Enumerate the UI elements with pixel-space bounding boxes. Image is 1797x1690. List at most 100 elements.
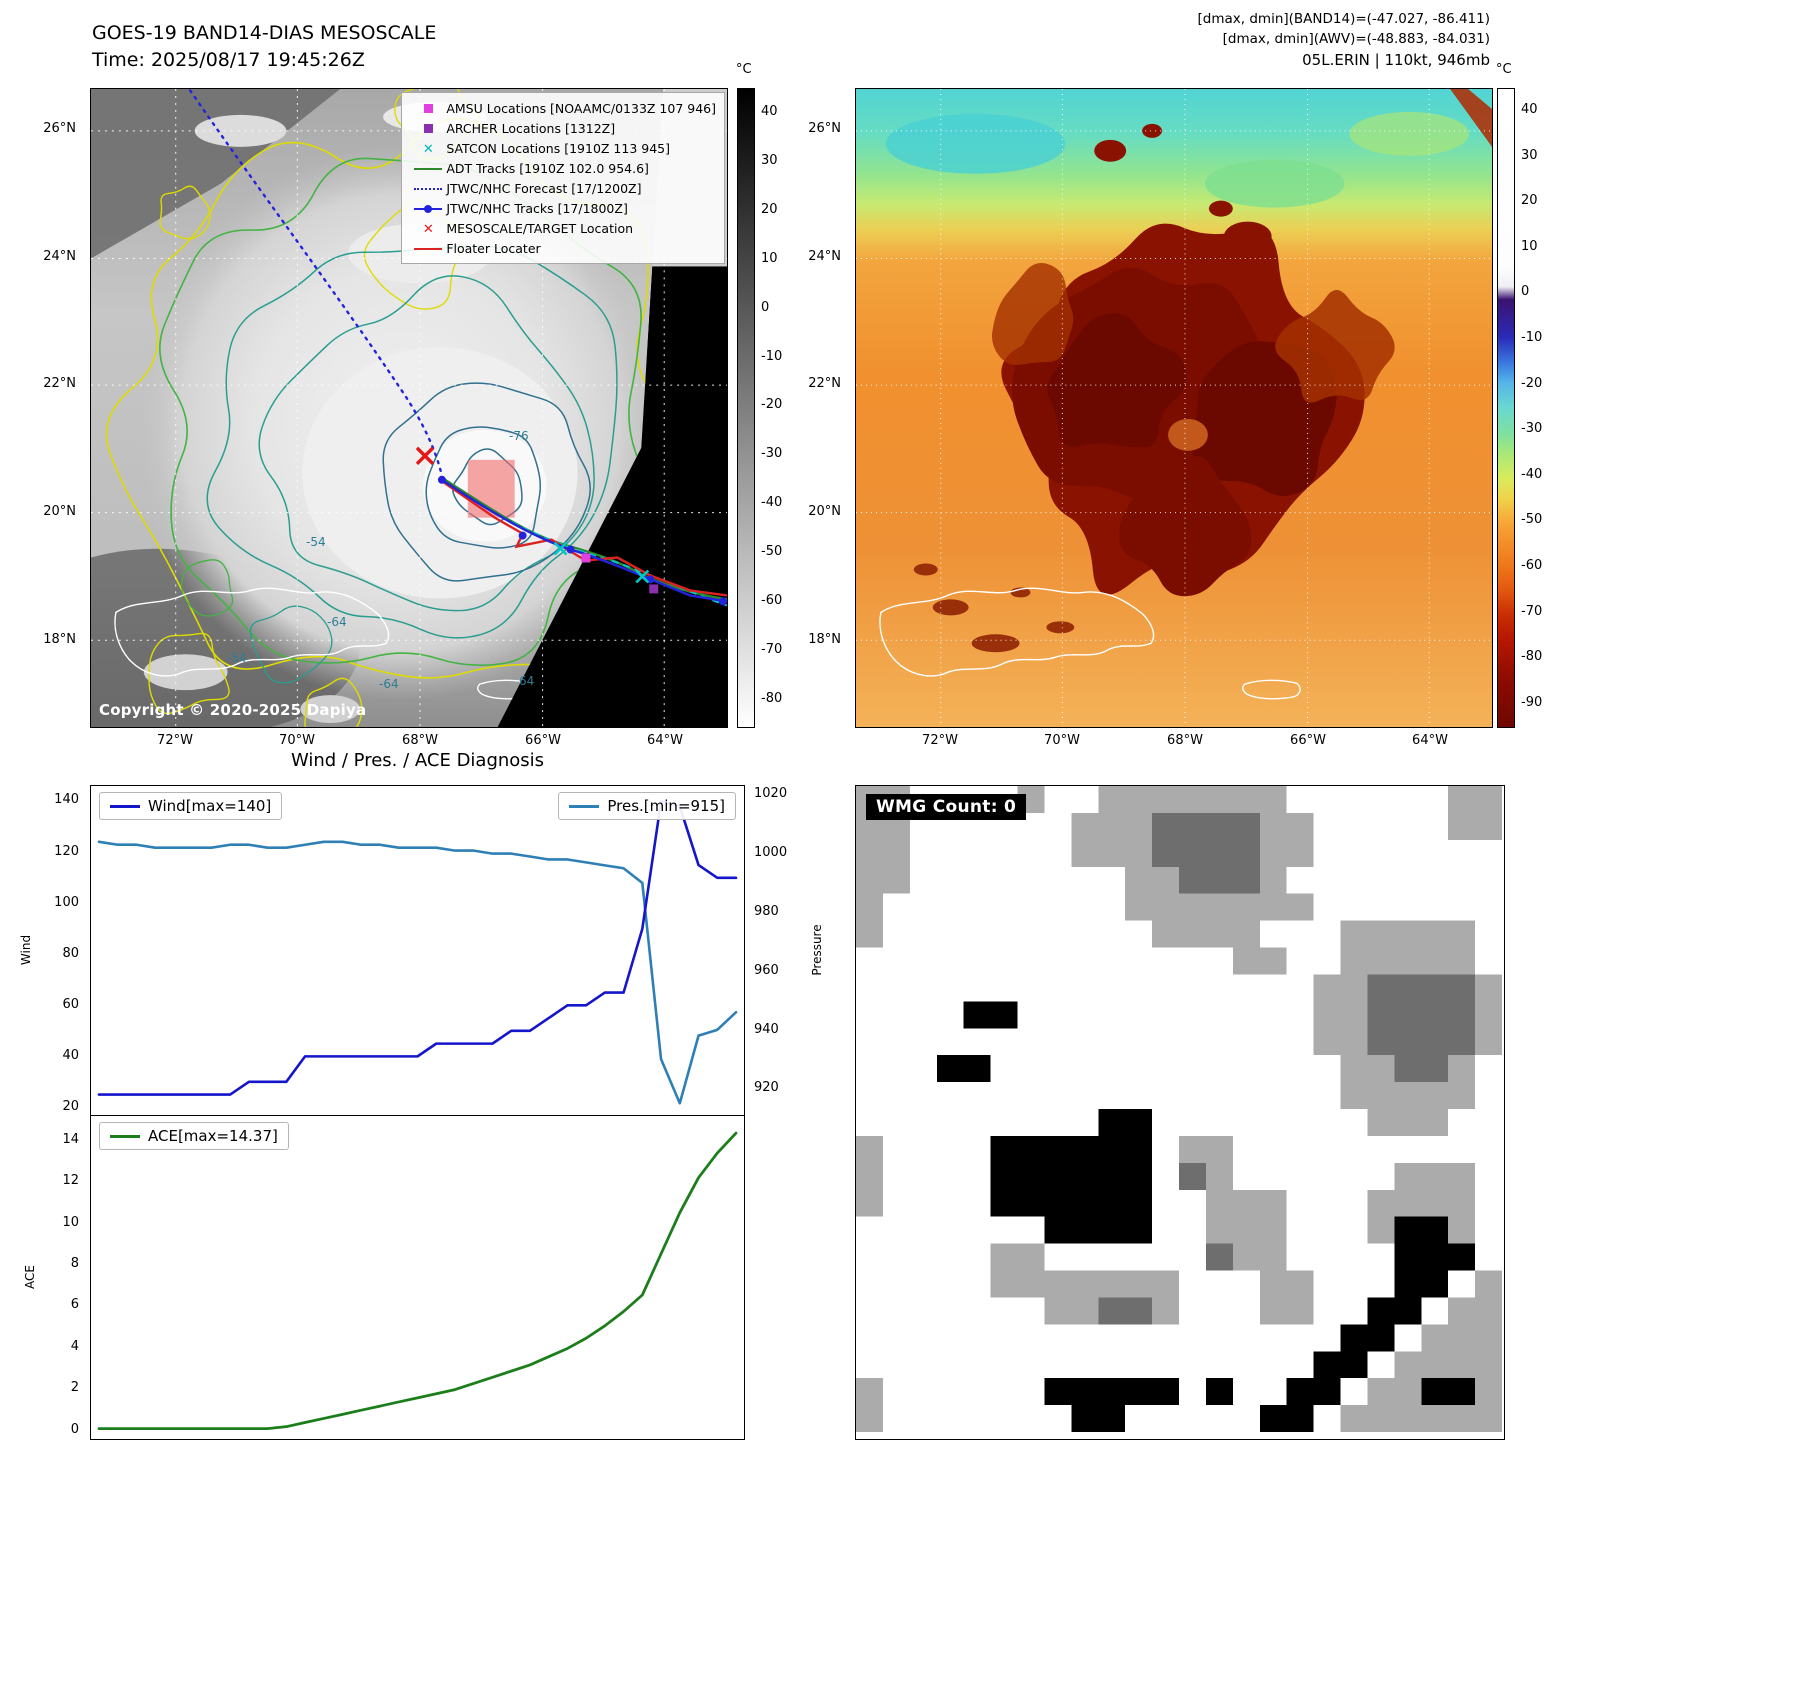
wind-pressure-chart: Wind[max=140] Pres.[min=915] xyxy=(90,785,745,1115)
legend-item: ARCHER Locations [1312Z] xyxy=(410,118,716,138)
colorbar-unit: °C xyxy=(736,62,752,77)
pressure-legend-label: Pres.[min=915] xyxy=(607,797,725,815)
colorbar-tick: -70 xyxy=(761,641,783,657)
axis-tick-label: 940 xyxy=(754,1021,779,1037)
colorbar-tick: 10 xyxy=(1521,238,1538,254)
timestamp: Time: 2025/08/17 19:45:26Z xyxy=(92,48,365,71)
colorbar-tick: 40 xyxy=(761,104,778,119)
color-ir-map xyxy=(855,88,1493,728)
ace-line-icon xyxy=(110,1134,140,1138)
contour-label: -64 xyxy=(327,615,347,629)
central-dense-overcast xyxy=(913,223,1395,653)
latitude-axis-left-map: 26°N 24°N 22°N 20°N 18°N xyxy=(28,88,82,728)
ace-axis-label: ACE xyxy=(23,1265,37,1289)
longitude-axis-right-map: 72°W 70°W 68°W 66°W 64°W xyxy=(855,733,1493,753)
ace-chart: ACE[max=14.37] xyxy=(90,1115,745,1440)
map-legend: AMSU Locations [NOAAMC/0133Z 107 946] ARC… xyxy=(401,92,725,264)
wmg-panel: WMG Count: 0 xyxy=(855,785,1505,1440)
colorbar-tick: 30 xyxy=(1521,147,1538,163)
latitude-tick-label: 22°N xyxy=(43,376,76,391)
archer-location-marker xyxy=(649,584,659,594)
color-ir-satellite-image xyxy=(856,89,1492,727)
ace-legend-label: ACE[max=14.37] xyxy=(148,1127,278,1145)
band14-grayscale-map: AMSU Locations [NOAAMC/0133Z 107 946] ARC… xyxy=(90,88,728,728)
colorbar-tick: -90 xyxy=(1521,694,1543,710)
wind-axis-ticks: 20 40 60 80 100 120 140 xyxy=(46,785,84,1115)
latitude-tick-label: 26°N xyxy=(43,121,76,136)
longitude-tick-label: 70°W xyxy=(279,733,315,748)
longitude-tick-label: 66°W xyxy=(525,733,561,748)
contour-label: -64 xyxy=(379,677,399,691)
dmax-dmin-band14: [dmax, dmin](BAND14)=(-47.027, -86.411) xyxy=(1197,11,1490,27)
axis-tick-label: 0 xyxy=(70,1421,79,1437)
x-marker-icon: ✕ xyxy=(422,222,434,237)
wmg-count-badge: WMG Count: 0 xyxy=(866,794,1027,820)
storm-info-header: [dmax, dmin](BAND14)=(-47.027, -86.411) … xyxy=(900,10,1490,72)
contour-label: -54 xyxy=(306,535,326,549)
cloud-field xyxy=(91,89,664,727)
colorbar-tick: -50 xyxy=(761,544,783,560)
colorbar-tick: -60 xyxy=(1521,558,1543,574)
line-marker-icon xyxy=(410,160,446,176)
legend-label: ARCHER Locations [1312Z] xyxy=(446,120,616,136)
pressure-line-icon xyxy=(569,804,600,808)
pressure-legend: Pres.[min=915] xyxy=(558,792,736,820)
colorbar-tick: -10 xyxy=(1521,330,1543,346)
longitude-tick-label: 66°W xyxy=(1290,733,1326,748)
diagnosis-title: Wind / Pres. / ACE Diagnosis xyxy=(290,750,545,771)
legend-item: AMSU Locations [NOAAMC/0133Z 107 946] xyxy=(410,98,716,118)
axis-tick-label: 2 xyxy=(70,1380,79,1396)
mesoscale-target-x-icon xyxy=(415,446,435,466)
colorbar-tick: 0 xyxy=(761,299,770,315)
line-dot-marker-icon xyxy=(410,200,446,216)
axis-tick-label: 920 xyxy=(754,1080,779,1096)
contour-label: 64 xyxy=(519,674,535,688)
grayscale-colorbar xyxy=(737,88,755,728)
colorbar-tick: -40 xyxy=(761,495,783,511)
colorbar-tick: -60 xyxy=(761,593,783,609)
line-marker-icon xyxy=(410,240,446,256)
gray-cloud-blocks xyxy=(856,786,1503,1433)
satcon-x-markers xyxy=(553,541,650,584)
ace-plot-area xyxy=(97,1131,738,1431)
legend-item: ADT Tracks [1910Z 102.0 954.6] xyxy=(410,158,716,178)
legend-item: ✕ SATCON Locations [1910Z 113 945] xyxy=(410,138,716,158)
amsu-location-marker xyxy=(581,553,591,563)
axis-tick-label: 960 xyxy=(754,962,779,978)
colorbar-tick: -80 xyxy=(761,690,783,706)
pressure-axis-ticks: 920 940 960 980 1000 1020 xyxy=(750,785,794,1115)
longitude-tick-label: 72°W xyxy=(922,733,958,748)
legend-item: JTWC/NHC Tracks [17/1800Z] xyxy=(410,198,716,218)
axis-tick-label: 120 xyxy=(54,843,79,859)
copyright-text: Copyright © 2020-2025 Dapiya xyxy=(99,701,367,719)
axis-tick-label: 140 xyxy=(54,792,79,808)
latitude-tick-label: 20°N xyxy=(808,504,841,519)
colorbar-tick: -20 xyxy=(1521,375,1543,391)
wind-pressure-plot-area xyxy=(97,799,738,1105)
legend-item: JTWC/NHC Forecast [17/1200Z] xyxy=(410,178,716,198)
dotted-marker-icon xyxy=(410,180,446,196)
color-ir-colorbar xyxy=(1497,88,1515,728)
longitude-tick-label: 64°W xyxy=(1412,733,1448,748)
axis-tick-label: 980 xyxy=(754,903,779,919)
wind-legend-label: Wind[max=140] xyxy=(148,797,272,815)
wmg-classification-image xyxy=(856,786,1503,1433)
contour-label: -76 xyxy=(509,429,529,443)
longitude-axis-left-map: 72°W 70°W 68°W 66°W 64°W xyxy=(90,733,728,753)
longitude-tick-label: 70°W xyxy=(1044,733,1080,748)
axis-tick-label: 60 xyxy=(62,997,79,1012)
colorbar-tick: -70 xyxy=(1521,603,1543,619)
coastlines xyxy=(879,587,1301,700)
black-cloud-blocks xyxy=(936,1001,1476,1433)
color-ir-colorbar-scale: 40 30 20 10 0 -10 -20 -30 -40 -50 -60 -70 -80 -90 xyxy=(1521,103,1561,709)
colorbar-tick: -40 xyxy=(1521,466,1543,482)
goes-title-block: GOES-19 BAND14-DIAS MESOSCALE Time: 2025… xyxy=(92,20,436,74)
latitude-tick-label: 24°N xyxy=(808,249,841,264)
axis-tick-label: 8 xyxy=(70,1256,79,1272)
legend-label: JTWC/NHC Tracks [17/1800Z] xyxy=(446,200,628,216)
x-marker-icon: ✕ xyxy=(422,142,434,157)
axis-tick-label: 20 xyxy=(62,1099,79,1115)
legend-label: AMSU Locations [NOAAMC/0133Z 107 946] xyxy=(446,100,716,116)
ace-axis-ticks: 0 2 4 6 8 10 12 14 xyxy=(52,1115,84,1440)
